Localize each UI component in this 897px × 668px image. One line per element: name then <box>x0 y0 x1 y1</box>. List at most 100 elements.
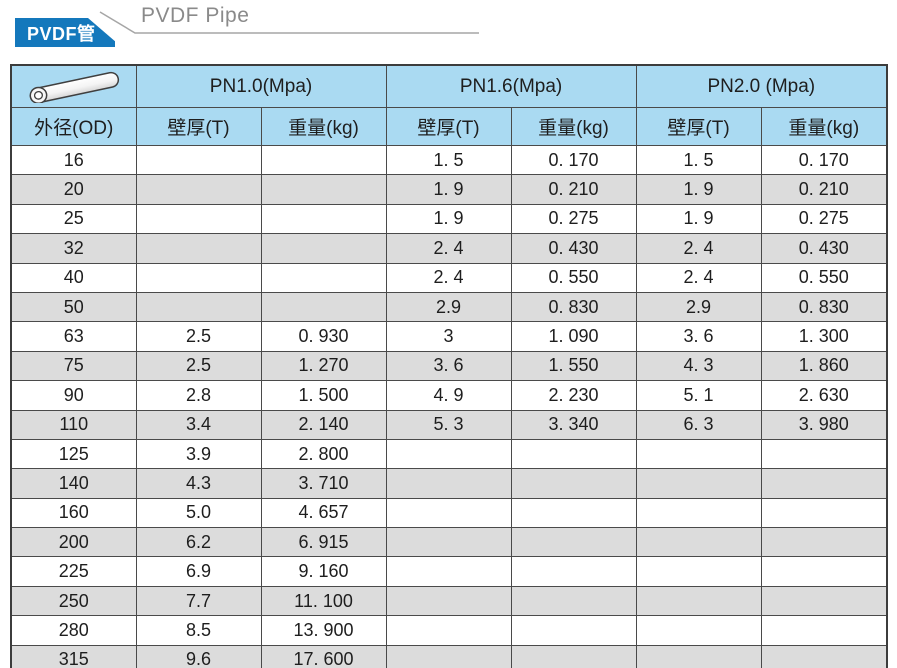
od-cell: 200 <box>10 527 137 558</box>
value-cell <box>510 527 637 558</box>
col-header-wall-pn16: 壁厚(T) <box>385 107 512 146</box>
value-cell: 0. 830 <box>510 291 637 323</box>
table-row: 50 2.9 0. 830 2.9 0. 830 <box>10 291 888 323</box>
value-cell: 4. 3 <box>635 350 762 382</box>
value-cell: 2.9 <box>635 291 762 323</box>
value-cell <box>760 615 888 646</box>
value-cell <box>760 644 888 668</box>
value-cell <box>260 291 387 323</box>
spec-table-body: 16 1. 5 0. 170 1. 5 0. 170 20 1. 9 0. 210 1. 9 0.… <box>10 144 888 668</box>
value-cell: 1. 5 <box>635 144 762 176</box>
value-cell: 6. 3 <box>635 409 762 440</box>
sub-header-row: 外径(OD) 壁厚(T) 重量(kg) 壁厚(T) 重量(kg) 壁厚(T) 重… <box>10 107 888 146</box>
od-cell: 125 <box>10 438 137 470</box>
od-cell: 50 <box>10 291 137 323</box>
value-cell: 1. 9 <box>635 174 762 205</box>
table-row: 25 1. 9 0. 275 1. 9 0. 275 <box>10 203 888 235</box>
value-cell <box>635 615 762 646</box>
value-cell: 0. 830 <box>760 291 888 323</box>
value-cell: 5. 3 <box>385 409 512 440</box>
pipe-illustration-cell <box>10 64 137 108</box>
value-cell: 3. 340 <box>510 409 637 440</box>
value-cell <box>760 527 888 558</box>
value-cell <box>510 585 637 617</box>
od-cell: 315 <box>10 644 137 668</box>
value-cell <box>635 556 762 587</box>
table-row: 32 2. 4 0. 430 2. 4 0. 430 <box>10 233 888 264</box>
value-cell <box>260 174 387 205</box>
col-header-weight-pn16: 重量(kg) <box>510 107 637 146</box>
value-cell <box>510 468 637 499</box>
value-cell: 3. 980 <box>760 409 888 440</box>
table-row: 225 6.9 9. 160 <box>10 556 888 587</box>
od-cell: 225 <box>10 556 137 587</box>
value-cell: 0. 170 <box>510 144 637 176</box>
od-cell: 16 <box>10 144 137 176</box>
value-cell: 1. 9 <box>385 203 512 235</box>
od-cell: 160 <box>10 497 137 529</box>
od-cell: 280 <box>10 615 137 646</box>
value-cell <box>385 556 512 587</box>
value-cell: 2. 4 <box>385 262 512 293</box>
value-cell <box>510 438 637 470</box>
value-cell <box>635 527 762 558</box>
value-cell <box>510 644 637 668</box>
col-header-weight-pn10: 重量(kg) <box>260 107 387 146</box>
od-cell: 250 <box>10 585 137 617</box>
value-cell: 6.2 <box>135 527 262 558</box>
value-cell: 0. 210 <box>510 174 637 205</box>
value-cell <box>135 233 262 264</box>
col-group-pn16: PN1.6(Mpa) <box>385 64 637 108</box>
value-cell: 0. 930 <box>260 321 387 352</box>
value-cell <box>635 468 762 499</box>
od-cell: 140 <box>10 468 137 499</box>
value-cell <box>385 615 512 646</box>
value-cell <box>135 291 262 323</box>
value-cell: 3 <box>385 321 512 352</box>
value-cell: 1. 300 <box>760 321 888 352</box>
col-header-od: 外径(OD) <box>10 107 137 146</box>
value-cell <box>385 497 512 529</box>
value-cell <box>635 497 762 529</box>
value-cell: 0. 430 <box>510 233 637 264</box>
value-cell: 9. 160 <box>260 556 387 587</box>
value-cell: 5.0 <box>135 497 262 529</box>
table-row: 90 2.8 1. 500 4. 9 2. 230 5. 1 2. 630 <box>10 380 888 411</box>
table-row: 140 4.3 3. 710 <box>10 468 888 499</box>
value-cell <box>635 585 762 617</box>
value-cell: 2. 4 <box>635 262 762 293</box>
value-cell: 0. 430 <box>760 233 888 264</box>
value-cell: 4. 9 <box>385 380 512 411</box>
value-cell: 1. 9 <box>635 203 762 235</box>
col-group-pn10: PN1.0(Mpa) <box>135 64 387 108</box>
table-row: 20 1. 9 0. 210 1. 9 0. 210 <box>10 174 888 205</box>
value-cell <box>385 468 512 499</box>
od-cell: 40 <box>10 262 137 293</box>
value-cell: 2.9 <box>385 291 512 323</box>
value-cell <box>135 144 262 176</box>
pipe-icon <box>29 71 119 103</box>
value-cell <box>260 262 387 293</box>
value-cell <box>135 174 262 205</box>
value-cell <box>260 144 387 176</box>
table-row: 250 7.7 11. 100 <box>10 585 888 617</box>
value-cell: 3.4 <box>135 409 262 440</box>
table-row: 125 3.9 2. 800 <box>10 438 888 470</box>
value-cell <box>760 497 888 529</box>
od-cell: 32 <box>10 233 137 264</box>
page-title: PVDF Pipe <box>141 4 250 27</box>
od-cell: 110 <box>10 409 137 440</box>
table-header: PN1.0(Mpa) PN1.6(Mpa) PN2.0 (Mpa) 外径(OD)… <box>10 64 888 146</box>
value-cell <box>385 527 512 558</box>
value-cell: 2.5 <box>135 350 262 382</box>
value-cell: 9.6 <box>135 644 262 668</box>
od-cell: 25 <box>10 203 137 235</box>
value-cell <box>510 615 637 646</box>
value-cell: 6.9 <box>135 556 262 587</box>
value-cell <box>385 438 512 470</box>
value-cell: 4.3 <box>135 468 262 499</box>
od-cell: 20 <box>10 174 137 205</box>
value-cell: 0. 210 <box>760 174 888 205</box>
value-cell: 0. 275 <box>510 203 637 235</box>
value-cell: 2.8 <box>135 380 262 411</box>
